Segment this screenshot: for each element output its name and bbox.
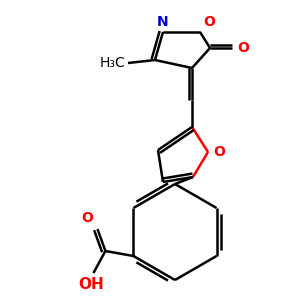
Text: H₃C: H₃C — [99, 56, 125, 70]
Text: OH: OH — [79, 277, 104, 292]
Text: O: O — [203, 15, 215, 29]
Text: O: O — [213, 145, 225, 159]
Text: O: O — [82, 211, 93, 225]
Text: N: N — [157, 15, 169, 29]
Text: O: O — [237, 41, 249, 55]
